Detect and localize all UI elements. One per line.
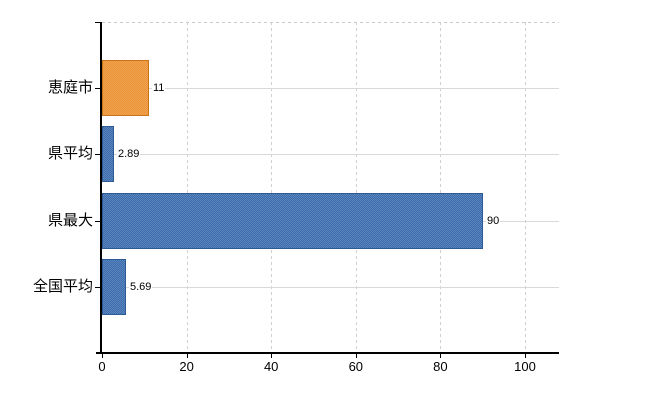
y-axis-top-tick: [95, 22, 100, 23]
h-gridline: [102, 154, 559, 155]
x-tick-label: 40: [263, 359, 279, 374]
x-axis-tick: [271, 354, 273, 358]
x-tick-label: 0: [98, 359, 106, 374]
value-label: 5.69: [129, 280, 153, 294]
x-axis-tick: [355, 354, 357, 358]
bar: [102, 126, 114, 182]
category-label: 恵庭市: [47, 79, 93, 96]
category-label: 全国平均: [32, 278, 93, 295]
v-gridline: [525, 22, 526, 352]
y-axis-tick: [95, 221, 100, 222]
x-axis-tick: [186, 354, 188, 358]
value-label: 90: [486, 214, 501, 228]
h-gridline: [102, 88, 559, 89]
v-gridline: [186, 22, 188, 352]
plot-top-border: [102, 22, 559, 23]
x-tick-label: 60: [348, 359, 364, 374]
bar: [102, 60, 149, 116]
v-gridline: [271, 22, 273, 352]
bar: [102, 193, 483, 249]
x-axis: [96, 352, 559, 354]
y-axis-tick: [95, 287, 100, 288]
value-label: 11: [152, 81, 166, 95]
bar: [102, 259, 126, 315]
x-axis-tick: [525, 354, 526, 358]
y-axis-tick: [95, 154, 100, 155]
x-axis-tick: [102, 354, 103, 358]
y-axis: [100, 22, 102, 354]
x-tick-label: 20: [179, 359, 194, 374]
category-label: 県平均: [47, 145, 93, 162]
y-axis-tick: [95, 88, 100, 89]
value-label: 2.89: [117, 147, 141, 161]
x-tick-label: 80: [433, 359, 448, 374]
v-gridline: [440, 22, 442, 352]
x-tick-label: 100: [514, 359, 536, 374]
category-label: 県最大: [47, 212, 93, 229]
x-axis-tick: [440, 354, 442, 358]
h-gridline: [102, 287, 559, 288]
v-gridline: [355, 22, 357, 352]
